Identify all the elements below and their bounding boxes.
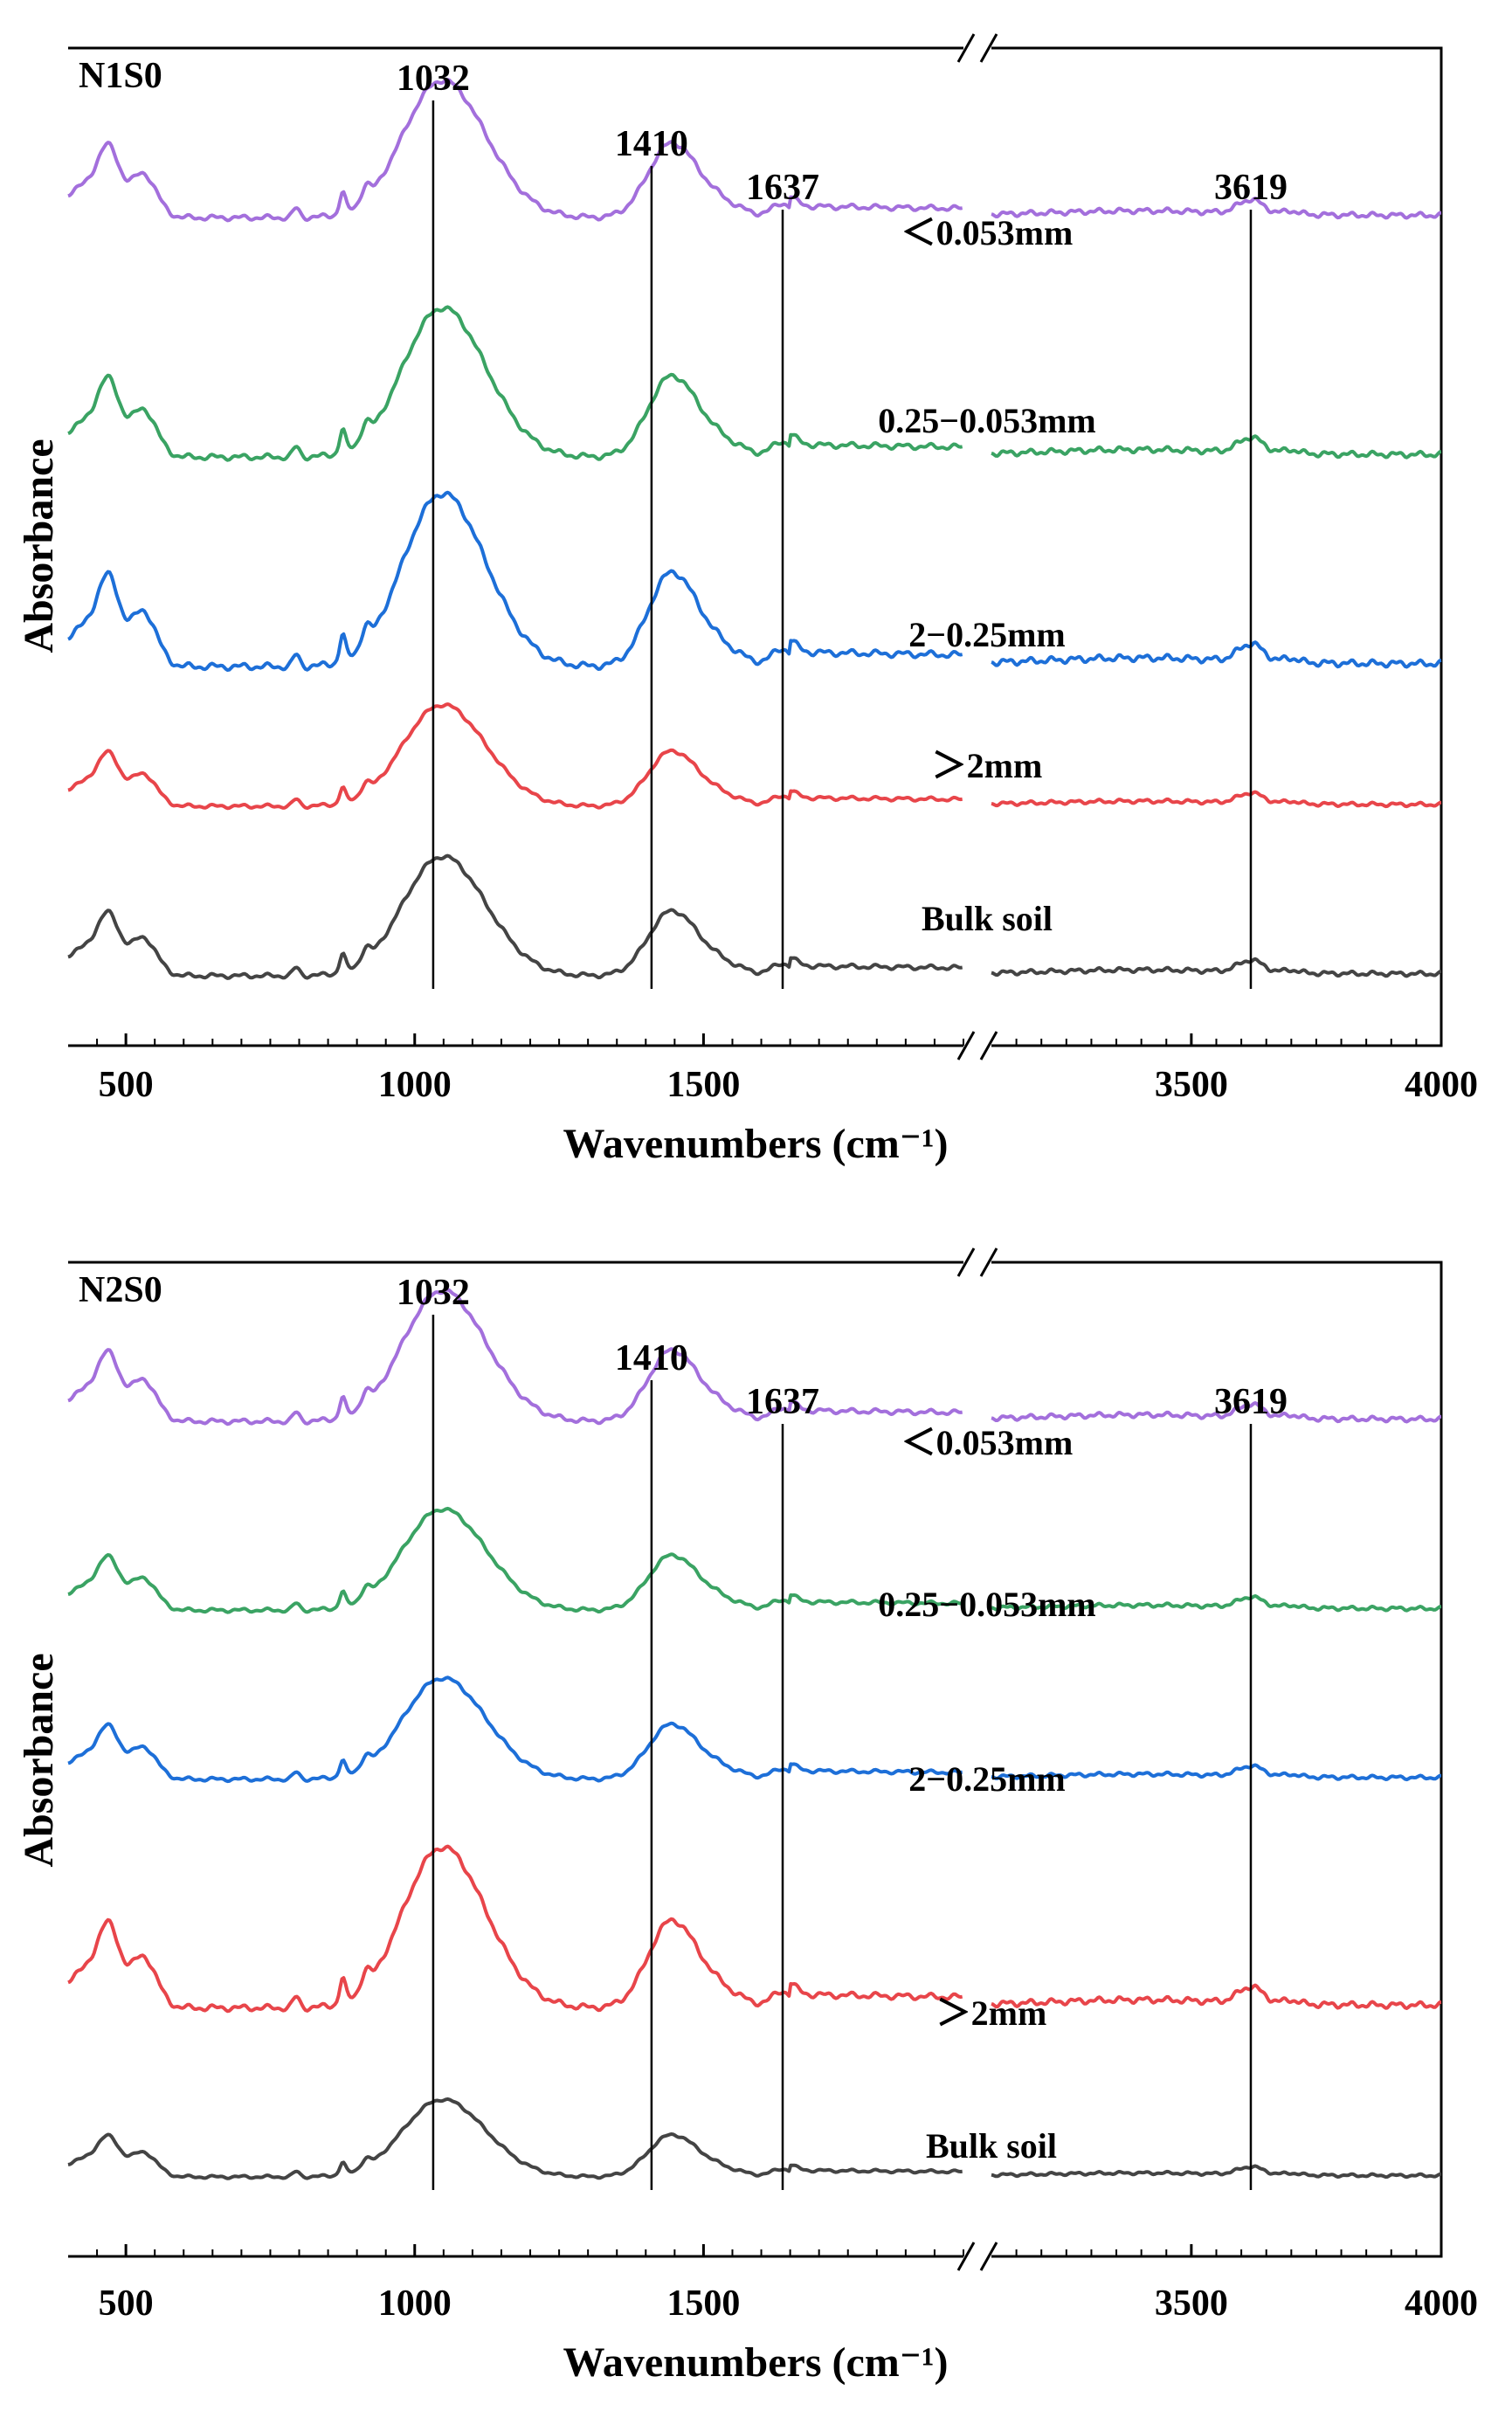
x-tick-label: 500	[99, 2283, 154, 2324]
y-axis-title: Absorbance	[16, 439, 62, 653]
axis-break-bottom	[956, 1031, 998, 1060]
axis-break-top	[956, 33, 998, 63]
x-tick-label: 1000	[378, 1065, 452, 1105]
series-label: Bulk soil	[922, 899, 1053, 938]
series-label: 0.25−0.053mm	[878, 1585, 1095, 1624]
peak-label: 3619	[1214, 1382, 1288, 1422]
series-line	[67, 1844, 1442, 2014]
series-label: ＞2mm	[936, 1993, 1047, 2033]
series-label: ＜0.053mm	[901, 1423, 1074, 1462]
series-line	[67, 853, 1442, 980]
y-axis-title: Absorbance	[16, 1653, 62, 1867]
series-line	[67, 1506, 1442, 1614]
series-line	[67, 305, 1442, 462]
x-axis-title: Wavenumbers (cm⁻¹)	[563, 1121, 949, 1167]
panel-bottom: 500 1000 1500 3500 4000 Wavenumbers (cm⁻¹) Abs…	[16, 1247, 1478, 2386]
series-label: 2−0.25mm	[908, 1759, 1065, 1799]
x-tick-label: 3500	[1155, 1065, 1228, 1105]
series-label: 2−0.25mm	[908, 615, 1065, 654]
series-label: Bulk soil	[926, 2126, 1057, 2166]
axis-break-top	[956, 1247, 998, 1277]
peak-label: 1032	[397, 1273, 470, 1313]
x-tick-label: 1500	[666, 2283, 740, 2324]
x-tick-label: 4000	[1405, 2283, 1478, 2324]
peak-label: 1032	[397, 59, 470, 99]
peak-label: 1637	[746, 1382, 819, 1422]
panel-label: N2S0	[79, 1270, 162, 1310]
x-tick-label: 4000	[1405, 1065, 1478, 1105]
peak-label: 1637	[746, 168, 819, 208]
peak-label: 1410	[615, 124, 688, 164]
series-label: 0.25−0.053mm	[878, 401, 1095, 440]
series-line	[67, 702, 1442, 811]
panel-label: N1S0	[79, 56, 162, 96]
panel-top: 500 1000 1500 3500 4000 Wavenumbers (cm⁻¹) Abs…	[16, 33, 1478, 1167]
x-tick-label: 1000	[378, 2283, 452, 2324]
series-line	[67, 1288, 1442, 1427]
x-tick-label: 1500	[666, 1065, 740, 1105]
series-line	[67, 1675, 1442, 1784]
peak-label: 1410	[615, 1338, 688, 1378]
series-line	[67, 490, 1442, 673]
x-tick-label: 3500	[1155, 2283, 1228, 2324]
series-label: ＞2mm	[932, 746, 1043, 785]
x-axis-title: Wavenumbers (cm⁻¹)	[563, 2339, 949, 2386]
peak-label: 3619	[1214, 168, 1288, 208]
axis-break-bottom	[956, 2242, 998, 2271]
series-line	[67, 78, 1442, 223]
series-line	[67, 2097, 1442, 2180]
series-label: ＜0.053mm	[901, 213, 1074, 252]
x-tick-label: 500	[99, 1065, 154, 1105]
